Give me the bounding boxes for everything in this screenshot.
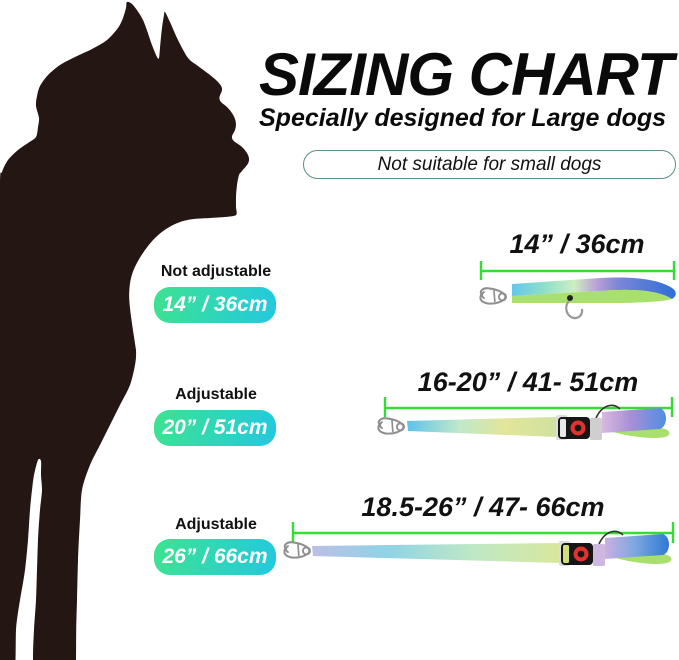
svg-text:18.5-26” / 47- 66cm: 18.5-26” / 47- 66cm (361, 492, 604, 522)
